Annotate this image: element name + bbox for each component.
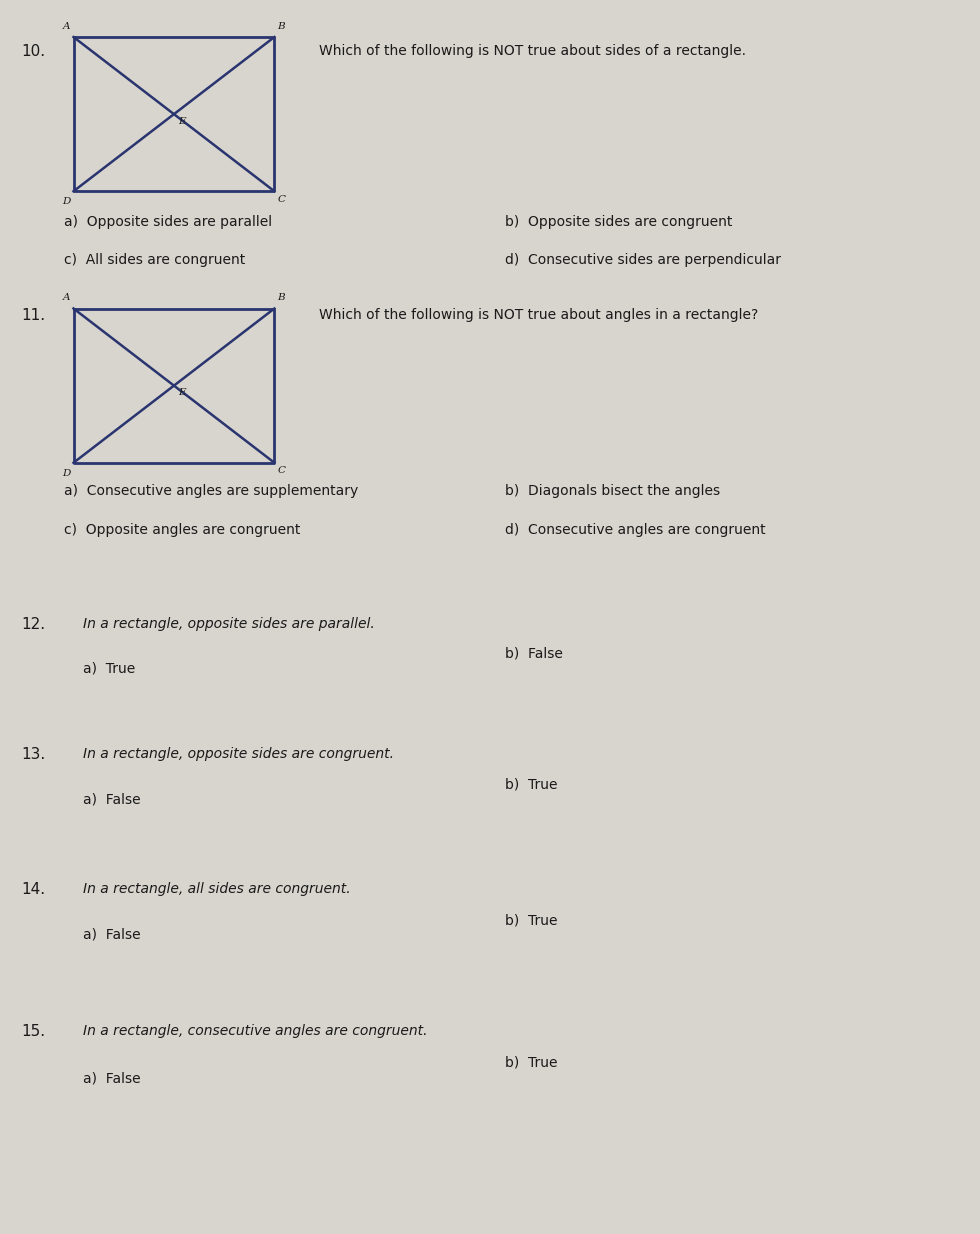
Text: d)  Consecutive sides are perpendicular: d) Consecutive sides are perpendicular bbox=[505, 253, 781, 267]
Text: b)  True: b) True bbox=[505, 1055, 558, 1069]
Text: In a rectangle, consecutive angles are congruent.: In a rectangle, consecutive angles are c… bbox=[83, 1024, 428, 1038]
Text: In a rectangle, opposite sides are congruent.: In a rectangle, opposite sides are congr… bbox=[83, 747, 394, 760]
Text: D: D bbox=[62, 197, 71, 206]
Text: b)  Diagonals bisect the angles: b) Diagonals bisect the angles bbox=[505, 484, 720, 497]
Text: C: C bbox=[277, 195, 285, 204]
Text: Which of the following is NOT true about sides of a rectangle.: Which of the following is NOT true about… bbox=[318, 44, 746, 58]
Text: b)  True: b) True bbox=[505, 777, 558, 791]
Text: a)  False: a) False bbox=[83, 1071, 141, 1085]
Text: B: B bbox=[277, 22, 285, 31]
Text: b)  Opposite sides are congruent: b) Opposite sides are congruent bbox=[505, 215, 732, 228]
Text: A: A bbox=[63, 294, 71, 302]
Text: a)  Opposite sides are parallel: a) Opposite sides are parallel bbox=[64, 215, 271, 228]
Text: In a rectangle, opposite sides are parallel.: In a rectangle, opposite sides are paral… bbox=[83, 617, 375, 631]
Text: a)  True: a) True bbox=[83, 661, 135, 675]
Text: In a rectangle, all sides are congruent.: In a rectangle, all sides are congruent. bbox=[83, 882, 351, 896]
Text: E: E bbox=[178, 387, 185, 397]
Text: 10.: 10. bbox=[22, 44, 46, 59]
Text: b)  True: b) True bbox=[505, 913, 558, 927]
Text: a)  False: a) False bbox=[83, 792, 141, 806]
Text: a)  False: a) False bbox=[83, 928, 141, 942]
Text: E: E bbox=[178, 117, 185, 126]
Text: B: B bbox=[277, 294, 285, 302]
Text: C: C bbox=[277, 466, 285, 475]
Text: 12.: 12. bbox=[22, 617, 46, 632]
Text: D: D bbox=[62, 469, 71, 478]
Text: 15.: 15. bbox=[22, 1024, 46, 1039]
Text: c)  All sides are congruent: c) All sides are congruent bbox=[64, 253, 245, 267]
Text: Which of the following is NOT true about angles in a rectangle?: Which of the following is NOT true about… bbox=[318, 308, 758, 322]
Text: 14.: 14. bbox=[22, 882, 46, 897]
Text: 11.: 11. bbox=[22, 308, 46, 323]
Text: d)  Consecutive angles are congruent: d) Consecutive angles are congruent bbox=[505, 523, 765, 537]
Text: c)  Opposite angles are congruent: c) Opposite angles are congruent bbox=[64, 523, 300, 537]
Text: 13.: 13. bbox=[22, 747, 46, 761]
Text: a)  Consecutive angles are supplementary: a) Consecutive angles are supplementary bbox=[64, 484, 358, 497]
Text: A: A bbox=[63, 22, 71, 31]
Text: b)  False: b) False bbox=[505, 647, 563, 660]
